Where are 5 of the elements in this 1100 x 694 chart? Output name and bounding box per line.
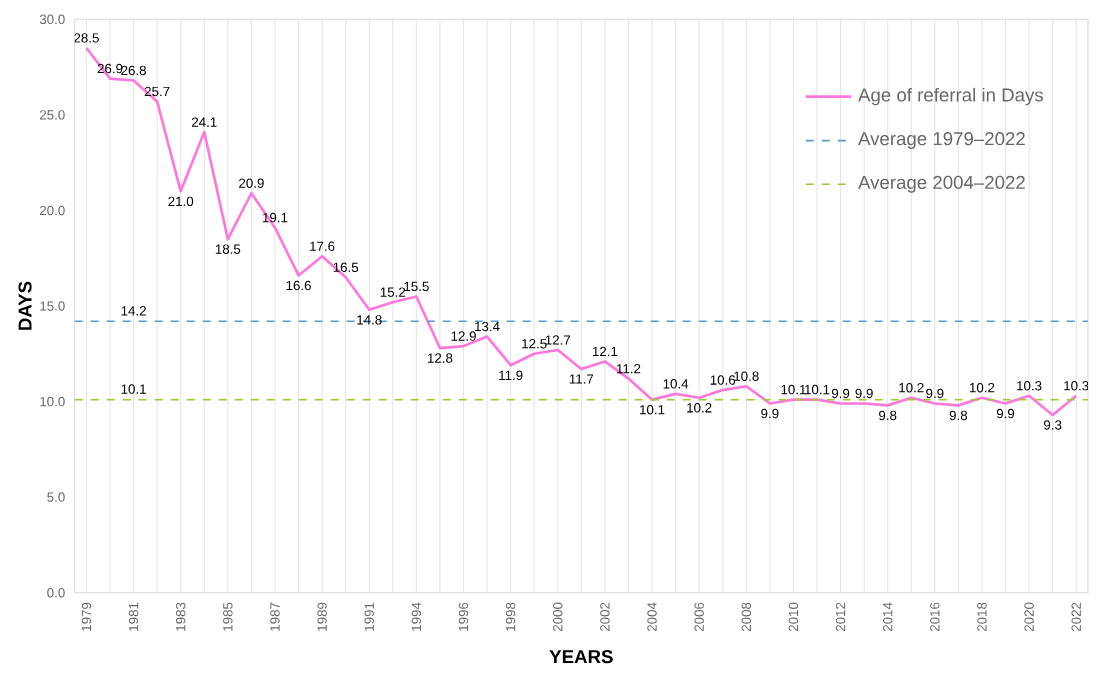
legend-label: Average 2004–2022 bbox=[858, 175, 1025, 193]
x-axis-title: YEARS bbox=[549, 650, 613, 664]
legend-label: Average 1979–2022 bbox=[858, 132, 1025, 149]
legend-label: Age of referral in Days bbox=[858, 87, 1044, 106]
y-axis-title: DAYS bbox=[18, 281, 32, 330]
